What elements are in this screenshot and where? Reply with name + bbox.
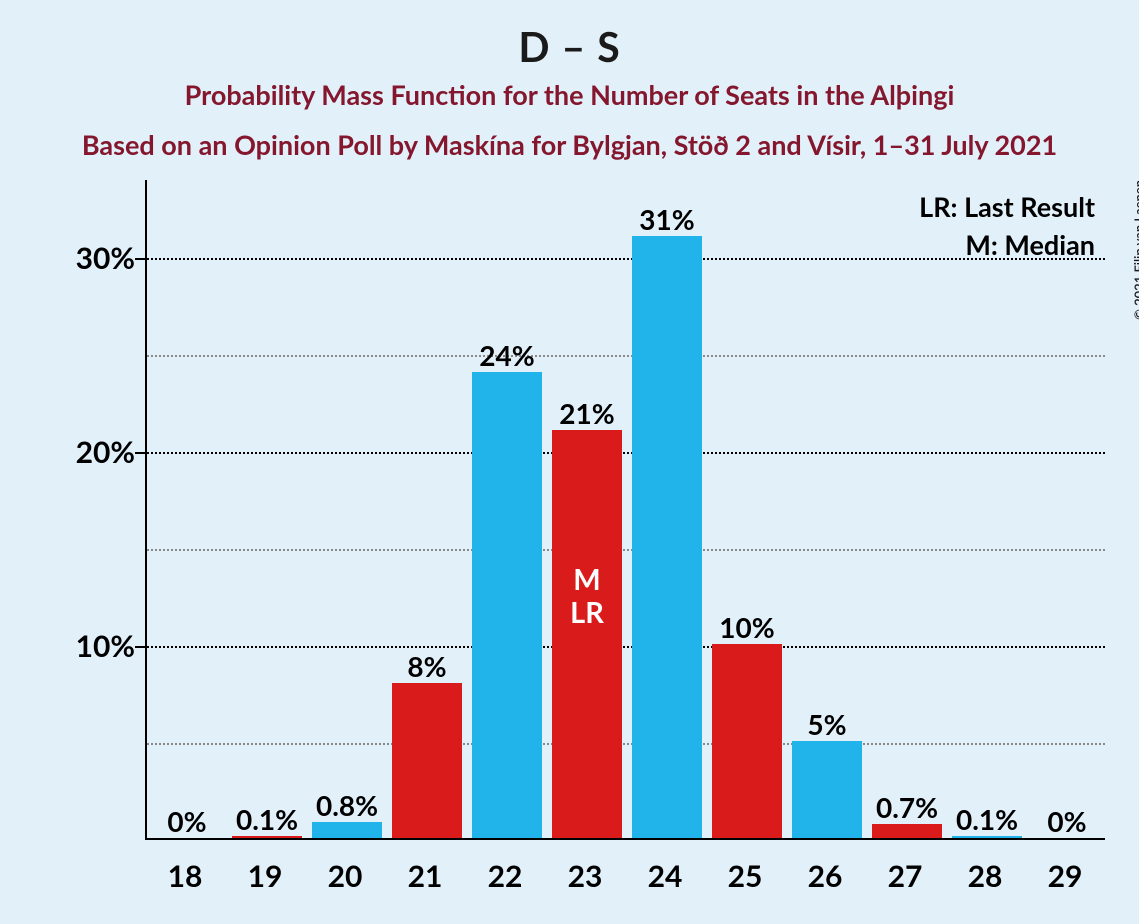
bar bbox=[712, 644, 782, 838]
bar bbox=[872, 824, 942, 838]
x-tick-label: 24 bbox=[625, 858, 705, 894]
x-tick-label: 20 bbox=[305, 858, 385, 894]
median-lr-label: LR bbox=[570, 595, 604, 630]
bar bbox=[792, 741, 862, 838]
y-tick-mark bbox=[135, 646, 145, 648]
plot-area: LR: Last Result M: Median 0%0.1%0.8%8%24… bbox=[145, 180, 1105, 840]
bar bbox=[392, 683, 462, 838]
bar-value-label: 24% bbox=[467, 338, 547, 372]
bar-value-label: 8% bbox=[387, 649, 467, 683]
median-lr-marker: MLR bbox=[552, 563, 622, 630]
chart-title: D – S bbox=[0, 22, 1139, 71]
bar bbox=[232, 836, 302, 838]
minor-gridline bbox=[147, 549, 1105, 551]
minor-gridline bbox=[147, 355, 1105, 357]
legend-last-result: LR: Last Result bbox=[919, 190, 1095, 223]
bar-value-label: 21% bbox=[547, 396, 627, 430]
bar bbox=[312, 822, 382, 838]
bar-value-label: 0.7% bbox=[867, 790, 947, 824]
median-m-label: M bbox=[573, 562, 600, 597]
bar bbox=[552, 430, 622, 838]
bar-value-label: 0% bbox=[147, 804, 227, 838]
y-tick-label: 10% bbox=[45, 628, 135, 664]
x-tick-label: 28 bbox=[945, 858, 1025, 894]
minor-gridline bbox=[147, 743, 1105, 745]
major-gridline bbox=[147, 258, 1105, 260]
copyright-text: © 2021 Filip van Laenen bbox=[1131, 180, 1139, 320]
x-tick-label: 23 bbox=[545, 858, 625, 894]
chart-subtitle-1: Probability Mass Function for the Number… bbox=[0, 78, 1139, 111]
y-tick-mark bbox=[135, 452, 145, 454]
x-tick-label: 19 bbox=[225, 858, 305, 894]
x-tick-label: 27 bbox=[865, 858, 945, 894]
y-tick-label: 30% bbox=[45, 240, 135, 276]
legend-median: M: Median bbox=[965, 228, 1095, 261]
bar-value-label: 31% bbox=[627, 202, 707, 236]
x-tick-label: 25 bbox=[705, 858, 785, 894]
bar bbox=[472, 372, 542, 838]
x-tick-label: 21 bbox=[385, 858, 465, 894]
bar-value-label: 5% bbox=[787, 707, 867, 741]
bar-value-label: 0.1% bbox=[947, 802, 1027, 836]
x-tick-label: 18 bbox=[145, 858, 225, 894]
bar-value-label: 0% bbox=[1027, 804, 1107, 838]
bar bbox=[632, 236, 702, 838]
major-gridline bbox=[147, 646, 1105, 648]
chart-container: D – S Probability Mass Function for the … bbox=[0, 0, 1139, 924]
major-gridline bbox=[147, 452, 1105, 454]
x-tick-label: 22 bbox=[465, 858, 545, 894]
x-tick-label: 26 bbox=[785, 858, 865, 894]
bar bbox=[952, 836, 1022, 838]
y-tick-mark bbox=[135, 258, 145, 260]
bar-value-label: 0.1% bbox=[227, 802, 307, 836]
chart-subtitle-2: Based on an Opinion Poll by Maskína for … bbox=[0, 128, 1139, 161]
bar-value-label: 10% bbox=[707, 610, 787, 644]
bar-value-label: 0.8% bbox=[307, 788, 387, 822]
y-tick-label: 20% bbox=[45, 434, 135, 470]
x-tick-label: 29 bbox=[1025, 858, 1105, 894]
